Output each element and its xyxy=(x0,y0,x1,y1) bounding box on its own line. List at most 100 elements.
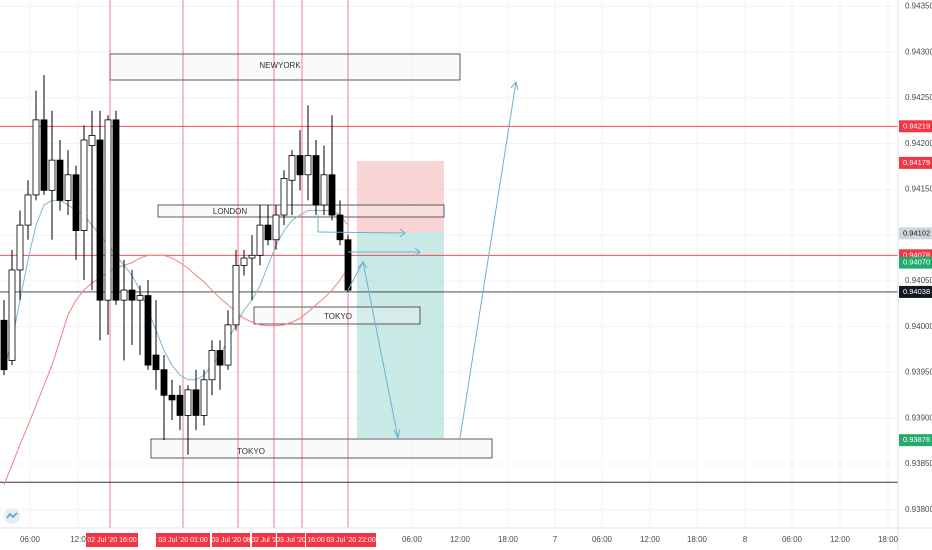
time-highlight xyxy=(156,533,210,547)
y-tick-label: 0.94150 xyxy=(905,185,932,194)
y-tick-label: 0.93800 xyxy=(905,505,932,514)
candle-body xyxy=(160,369,168,396)
time-highlight-label: 16:00 xyxy=(307,537,325,544)
candle-body xyxy=(256,224,264,256)
projection xyxy=(317,80,519,440)
x-tick-label: 18:00 xyxy=(687,535,708,544)
candle-body xyxy=(320,174,328,206)
price-badge-label: 0.93876 xyxy=(903,435,930,444)
candle-body xyxy=(304,155,312,176)
candle-body xyxy=(64,174,72,201)
candle-body xyxy=(56,159,64,201)
candle-body xyxy=(192,389,200,416)
session-label: TOKYO xyxy=(237,447,265,456)
price-badge xyxy=(899,256,932,269)
x-tick-label: 06:00 xyxy=(592,535,613,544)
candle-body xyxy=(328,174,336,216)
candle-body xyxy=(88,135,96,146)
stop-zone xyxy=(357,161,444,232)
time-highlight xyxy=(212,533,250,547)
price-badge-label: 0.94038 xyxy=(903,287,930,296)
candle-body xyxy=(216,350,224,366)
candle-body xyxy=(272,214,280,241)
price-badge xyxy=(899,120,932,133)
candle-body xyxy=(152,354,160,371)
logo[interactable] xyxy=(4,508,20,524)
x-tick-label: 12:00 xyxy=(450,535,471,544)
candle-body xyxy=(80,139,88,231)
plot xyxy=(0,0,898,528)
session-box xyxy=(253,306,421,325)
candle-body xyxy=(184,389,192,416)
target-zone xyxy=(357,232,444,438)
session-label: NEWYORK xyxy=(259,61,301,70)
candle-body xyxy=(32,119,40,196)
candle-body xyxy=(96,139,104,301)
candle-body xyxy=(208,350,216,381)
time-highlight-label: 03 Jul '20 xyxy=(276,537,306,544)
candle-body xyxy=(168,394,176,401)
time-highlight-label: 03 Jul '20 01:00 xyxy=(158,537,207,544)
candle-body xyxy=(72,174,80,231)
y-tick-label: 0.93900 xyxy=(905,413,932,422)
time-highlight xyxy=(86,533,138,547)
time-highlight-label: 03 Jul '20 22:00 xyxy=(326,537,375,544)
price-badge-label: 0.94070 xyxy=(903,258,930,267)
candle-body xyxy=(120,289,128,301)
time-highlight xyxy=(277,533,305,547)
candle-body xyxy=(224,324,232,366)
arrow-head xyxy=(393,428,401,440)
arrow-head xyxy=(399,228,406,238)
candle-body xyxy=(240,257,248,266)
x-tick-label: 18:00 xyxy=(878,535,899,544)
candle-body xyxy=(336,214,344,241)
time-highlight xyxy=(306,533,326,547)
candle-body xyxy=(232,264,240,326)
candle-body xyxy=(312,155,320,206)
time-highlight xyxy=(326,533,376,547)
time-highlight-label: 03 Jul '20 08 xyxy=(211,537,251,544)
time-highlight xyxy=(252,533,276,547)
candle-body xyxy=(280,178,288,216)
candle-body xyxy=(144,295,152,366)
x-tick-label: 06:00 xyxy=(782,535,803,544)
session-box xyxy=(150,438,493,459)
price-badge-label: 0.94219 xyxy=(903,121,930,130)
candle-body xyxy=(40,119,48,191)
arrow-head xyxy=(414,247,421,257)
arrow-path xyxy=(459,81,517,439)
candle-body xyxy=(136,295,144,301)
arrow-head xyxy=(510,80,519,91)
axes: 0.94350 0.94300 0.94250 0.94200 0.94150 0.941… xyxy=(20,2,932,547)
candle-body xyxy=(8,269,16,361)
moving-average xyxy=(3,254,349,486)
candle-body xyxy=(104,119,112,301)
x-tick-label: 18:00 xyxy=(498,535,519,544)
arrow-head xyxy=(357,261,368,269)
x-tick-label: 8 xyxy=(743,535,748,544)
x-tick-label: 7 xyxy=(553,535,558,544)
candle-body xyxy=(0,319,8,371)
x-tick-label: 12:00 xyxy=(640,535,661,544)
price-badge xyxy=(899,434,932,447)
logo-mark xyxy=(6,512,18,519)
y-tick-label: 0.93850 xyxy=(905,459,932,468)
time-highlight-label: 02 Jul '2 xyxy=(251,537,277,544)
session-box xyxy=(157,204,445,218)
candle-body xyxy=(24,194,32,226)
y-tick-label: 0.94200 xyxy=(905,139,932,148)
session-boxes xyxy=(109,53,493,459)
session-label: LONDON xyxy=(213,207,247,216)
x-tick-label: 12:00 xyxy=(830,535,851,544)
y-tick-label: 0.94000 xyxy=(905,322,932,331)
price-badge-label: 0.94078 xyxy=(903,250,930,259)
candle-body xyxy=(128,289,136,301)
time-highlight-label: 02 Jul '20 16:00 xyxy=(87,537,136,544)
price-badge-label: 0.94179 xyxy=(903,158,930,167)
candle-body xyxy=(344,239,352,291)
x-tick-label: 06:00 xyxy=(20,535,41,544)
candle-body xyxy=(112,119,120,301)
x-tick-label: 06:00 xyxy=(402,535,423,544)
x-tick-label: 12:0 xyxy=(70,535,86,544)
